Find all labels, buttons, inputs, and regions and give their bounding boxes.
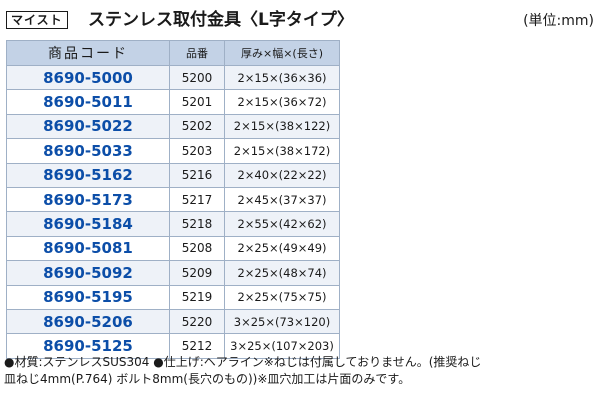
product-code-cell: 8690-5173 [6,186,170,213]
unit-label: (単位:mm) [523,13,594,29]
product-table: 商品コード 品番 厚み×幅×(長さ) 8690-5000 5200 2×15×(… [6,40,340,359]
header: マイスト ステンレス取付金具〈L字タイプ〉 (単位:mm) [6,8,594,34]
table-row: 8690-5162 5216 2×40×(22×22) [6,162,340,188]
brand-label: マイスト [6,11,68,29]
page-title: ステンレス取付金具〈L字タイプ〉 [88,10,354,30]
size-cell: 2×15×(36×36) [224,64,340,91]
size-cell: 2×55×(42×62) [224,211,340,237]
part-number-cell: 5219 [169,284,225,310]
table-header-row: 商品コード 品番 厚み×幅×(長さ) [6,40,340,66]
product-code-cell: 8690-5092 [6,260,170,286]
product-code-cell: 8690-5033 [6,138,170,164]
product-code-cell: 8690-5162 [6,162,170,188]
size-cell: 2×15×(36×72) [224,89,340,115]
column-header-code: 商品コード [6,40,170,66]
table-row: 8690-5000 5200 2×15×(36×36) [6,64,340,91]
spec-note-line: ●材質:ステンレスSUS304 ●仕上げ:ヘアライン※ねじは付属しておりません。… [4,355,482,369]
size-cell: 3×25×(73×120) [224,308,340,335]
part-number-cell: 5201 [169,89,225,115]
spec-note-line: 皿ねじ4mm(P.764) ボルト8mm(長穴のもの))※皿穴加工は片面のみです… [4,372,411,386]
size-cell: 2×25×(48×74) [224,260,340,286]
part-number-cell: 5203 [169,138,225,164]
table-row: 8690-5022 5202 2×15×(38×122) [6,113,340,140]
product-code-cell: 8690-5022 [6,113,170,140]
size-cell: 3×25×(107×203) [224,333,340,359]
table-row: 8690-5092 5209 2×25×(48×74) [6,260,340,286]
product-code-cell: 8690-5081 [6,235,170,262]
column-header-number: 品番 [169,40,225,66]
product-code-cell: 8690-5125 [6,333,170,359]
size-cell: 2×15×(38×172) [224,138,340,164]
part-number-cell: 5217 [169,186,225,213]
table-row: 8690-5184 5218 2×55×(42×62) [6,211,340,237]
part-number-cell: 5202 [169,113,225,140]
product-code-cell: 8690-5184 [6,211,170,237]
size-cell: 2×25×(49×49) [224,235,340,262]
table-row: 8690-5173 5217 2×45×(37×37) [6,186,340,213]
part-number-cell: 5220 [169,308,225,335]
product-code-cell: 8690-5195 [6,284,170,310]
table-row: 8690-5033 5203 2×15×(38×172) [6,138,340,164]
part-number-cell: 5216 [169,162,225,188]
product-code-cell: 8690-5206 [6,308,170,335]
product-code-cell: 8690-5000 [6,64,170,91]
table-row: 8690-5206 5220 3×25×(73×120) [6,308,340,335]
column-header-size: 厚み×幅×(長さ) [224,40,340,66]
table-row: 8690-5081 5208 2×25×(49×49) [6,235,340,262]
size-cell: 2×25×(75×75) [224,284,340,310]
table-row: 8690-5011 5201 2×15×(36×72) [6,89,340,115]
spec-notes: ●材質:ステンレスSUS304 ●仕上げ:ヘアライン※ねじは付属しておりません。… [4,354,596,388]
product-code-cell: 8690-5011 [6,89,170,115]
part-number-cell: 5200 [169,64,225,91]
size-cell: 2×40×(22×22) [224,162,340,188]
part-number-cell: 5218 [169,211,225,237]
table-row: 8690-5195 5219 2×25×(75×75) [6,284,340,310]
size-cell: 2×45×(37×37) [224,186,340,213]
table-row: 8690-5125 5212 3×25×(107×203) [6,333,340,359]
size-cell: 2×15×(38×122) [224,113,340,140]
part-number-cell: 5209 [169,260,225,286]
part-number-cell: 5208 [169,235,225,262]
